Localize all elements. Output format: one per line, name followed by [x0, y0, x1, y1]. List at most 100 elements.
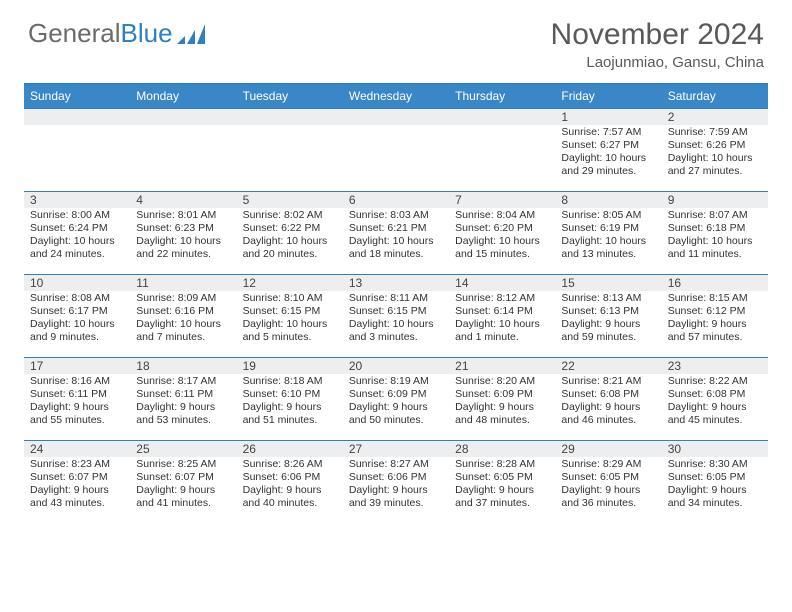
day-number: 15	[555, 275, 661, 291]
calendar-cell: 6Sunrise: 8:03 AMSunset: 6:21 PMDaylight…	[343, 192, 449, 274]
day-detail-line: Sunset: 6:20 PM	[455, 222, 549, 235]
day-number: 23	[662, 358, 768, 374]
day-detail-line: Sunrise: 8:04 AM	[455, 209, 549, 222]
day-detail-line: Daylight: 9 hours and 46 minutes.	[561, 401, 655, 427]
day-detail-line: Sunrise: 8:20 AM	[455, 375, 549, 388]
calendar-cell: 4Sunrise: 8:01 AMSunset: 6:23 PMDaylight…	[130, 192, 236, 274]
day-number: 12	[237, 275, 343, 291]
day-detail-line: Daylight: 10 hours and 18 minutes.	[349, 235, 443, 261]
day-detail-line: Sunset: 6:11 PM	[136, 388, 230, 401]
calendar: SundayMondayTuesdayWednesdayThursdayFrid…	[24, 83, 768, 523]
day-number: 26	[237, 441, 343, 457]
day-detail-line: Sunset: 6:07 PM	[30, 471, 124, 484]
day-detail-line: Sunset: 6:10 PM	[243, 388, 337, 401]
day-detail-line: Sunset: 6:11 PM	[30, 388, 124, 401]
day-detail-line: Sunset: 6:07 PM	[136, 471, 230, 484]
day-detail-line: Daylight: 9 hours and 45 minutes.	[668, 401, 762, 427]
calendar-cell: 27Sunrise: 8:27 AMSunset: 6:06 PMDayligh…	[343, 441, 449, 523]
day-detail-line: Daylight: 9 hours and 39 minutes.	[349, 484, 443, 510]
day-number: 14	[449, 275, 555, 291]
day-detail-line: Daylight: 10 hours and 20 minutes.	[243, 235, 337, 261]
calendar-cell	[449, 109, 555, 191]
day-detail-line: Sunrise: 8:29 AM	[561, 458, 655, 471]
calendar-cell: 8Sunrise: 8:05 AMSunset: 6:19 PMDaylight…	[555, 192, 661, 274]
calendar-cell	[24, 109, 130, 191]
calendar-cell: 26Sunrise: 8:26 AMSunset: 6:06 PMDayligh…	[237, 441, 343, 523]
day-number	[343, 109, 449, 125]
calendar-cell: 20Sunrise: 8:19 AMSunset: 6:09 PMDayligh…	[343, 358, 449, 440]
calendar-week: 10Sunrise: 8:08 AMSunset: 6:17 PMDayligh…	[24, 274, 768, 357]
day-number: 30	[662, 441, 768, 457]
day-number: 11	[130, 275, 236, 291]
calendar-cell: 12Sunrise: 8:10 AMSunset: 6:15 PMDayligh…	[237, 275, 343, 357]
day-detail-line: Sunset: 6:06 PM	[349, 471, 443, 484]
day-detail-line: Daylight: 10 hours and 15 minutes.	[455, 235, 549, 261]
day-detail-line: Sunset: 6:09 PM	[455, 388, 549, 401]
calendar-cell: 14Sunrise: 8:12 AMSunset: 6:14 PMDayligh…	[449, 275, 555, 357]
day-detail-line: Sunrise: 8:23 AM	[30, 458, 124, 471]
page-title: November 2024	[551, 18, 764, 52]
day-details: Sunrise: 8:09 AMSunset: 6:16 PMDaylight:…	[130, 291, 236, 348]
day-detail-line: Sunset: 6:23 PM	[136, 222, 230, 235]
day-detail-line: Sunrise: 8:27 AM	[349, 458, 443, 471]
day-detail-line: Sunrise: 8:26 AM	[243, 458, 337, 471]
day-number: 29	[555, 441, 661, 457]
calendar-cell: 16Sunrise: 8:15 AMSunset: 6:12 PMDayligh…	[662, 275, 768, 357]
day-number: 10	[24, 275, 130, 291]
day-number: 28	[449, 441, 555, 457]
day-details: Sunrise: 8:26 AMSunset: 6:06 PMDaylight:…	[237, 457, 343, 514]
day-details: Sunrise: 8:19 AMSunset: 6:09 PMDaylight:…	[343, 374, 449, 431]
calendar-cell: 23Sunrise: 8:22 AMSunset: 6:08 PMDayligh…	[662, 358, 768, 440]
day-details: Sunrise: 8:29 AMSunset: 6:05 PMDaylight:…	[555, 457, 661, 514]
header: GeneralBlue November 2024 Laojunmiao, Ga…	[0, 0, 792, 77]
day-detail-line: Daylight: 9 hours and 34 minutes.	[668, 484, 762, 510]
day-details: Sunrise: 8:25 AMSunset: 6:07 PMDaylight:…	[130, 457, 236, 514]
day-detail-line: Sunrise: 8:03 AM	[349, 209, 443, 222]
calendar-week: 1Sunrise: 7:57 AMSunset: 6:27 PMDaylight…	[24, 108, 768, 191]
day-details: Sunrise: 7:57 AMSunset: 6:27 PMDaylight:…	[555, 125, 661, 182]
day-details: Sunrise: 8:11 AMSunset: 6:15 PMDaylight:…	[343, 291, 449, 348]
day-detail-line: Sunset: 6:06 PM	[243, 471, 337, 484]
day-detail-line: Sunrise: 8:00 AM	[30, 209, 124, 222]
day-number: 9	[662, 192, 768, 208]
calendar-cell: 29Sunrise: 8:29 AMSunset: 6:05 PMDayligh…	[555, 441, 661, 523]
day-details: Sunrise: 8:18 AMSunset: 6:10 PMDaylight:…	[237, 374, 343, 431]
calendar-week: 24Sunrise: 8:23 AMSunset: 6:07 PMDayligh…	[24, 440, 768, 523]
day-detail-line: Sunset: 6:21 PM	[349, 222, 443, 235]
day-detail-line: Sunrise: 8:25 AM	[136, 458, 230, 471]
day-detail-line: Daylight: 9 hours and 51 minutes.	[243, 401, 337, 427]
calendar-week: 3Sunrise: 8:00 AMSunset: 6:24 PMDaylight…	[24, 191, 768, 274]
day-detail-line: Sunset: 6:19 PM	[561, 222, 655, 235]
day-details: Sunrise: 8:16 AMSunset: 6:11 PMDaylight:…	[24, 374, 130, 431]
day-detail-line: Sunset: 6:14 PM	[455, 305, 549, 318]
calendar-cell: 10Sunrise: 8:08 AMSunset: 6:17 PMDayligh…	[24, 275, 130, 357]
day-detail-line: Sunrise: 8:15 AM	[668, 292, 762, 305]
day-header-cell: Friday	[555, 85, 661, 108]
day-detail-line: Sunrise: 8:16 AM	[30, 375, 124, 388]
day-detail-line: Sunset: 6:27 PM	[561, 139, 655, 152]
day-details: Sunrise: 8:21 AMSunset: 6:08 PMDaylight:…	[555, 374, 661, 431]
day-number: 1	[555, 109, 661, 125]
day-detail-line: Daylight: 9 hours and 59 minutes.	[561, 318, 655, 344]
logo-text-1: General	[28, 18, 121, 49]
day-details: Sunrise: 8:13 AMSunset: 6:13 PMDaylight:…	[555, 291, 661, 348]
calendar-cell	[130, 109, 236, 191]
day-details: Sunrise: 8:07 AMSunset: 6:18 PMDaylight:…	[662, 208, 768, 265]
day-details: Sunrise: 8:12 AMSunset: 6:14 PMDaylight:…	[449, 291, 555, 348]
day-detail-line: Daylight: 9 hours and 55 minutes.	[30, 401, 124, 427]
day-details: Sunrise: 8:10 AMSunset: 6:15 PMDaylight:…	[237, 291, 343, 348]
day-details: Sunrise: 8:20 AMSunset: 6:09 PMDaylight:…	[449, 374, 555, 431]
day-header-cell: Tuesday	[237, 85, 343, 108]
day-header-row: SundayMondayTuesdayWednesdayThursdayFrid…	[24, 85, 768, 108]
day-detail-line: Sunset: 6:18 PM	[668, 222, 762, 235]
day-detail-line: Sunset: 6:08 PM	[668, 388, 762, 401]
day-details: Sunrise: 8:04 AMSunset: 6:20 PMDaylight:…	[449, 208, 555, 265]
day-detail-line: Sunrise: 8:13 AM	[561, 292, 655, 305]
day-detail-line: Daylight: 9 hours and 37 minutes.	[455, 484, 549, 510]
day-details: Sunrise: 8:17 AMSunset: 6:11 PMDaylight:…	[130, 374, 236, 431]
day-number: 5	[237, 192, 343, 208]
calendar-cell: 25Sunrise: 8:25 AMSunset: 6:07 PMDayligh…	[130, 441, 236, 523]
day-detail-line: Daylight: 9 hours and 53 minutes.	[136, 401, 230, 427]
calendar-cell: 15Sunrise: 8:13 AMSunset: 6:13 PMDayligh…	[555, 275, 661, 357]
day-number: 7	[449, 192, 555, 208]
